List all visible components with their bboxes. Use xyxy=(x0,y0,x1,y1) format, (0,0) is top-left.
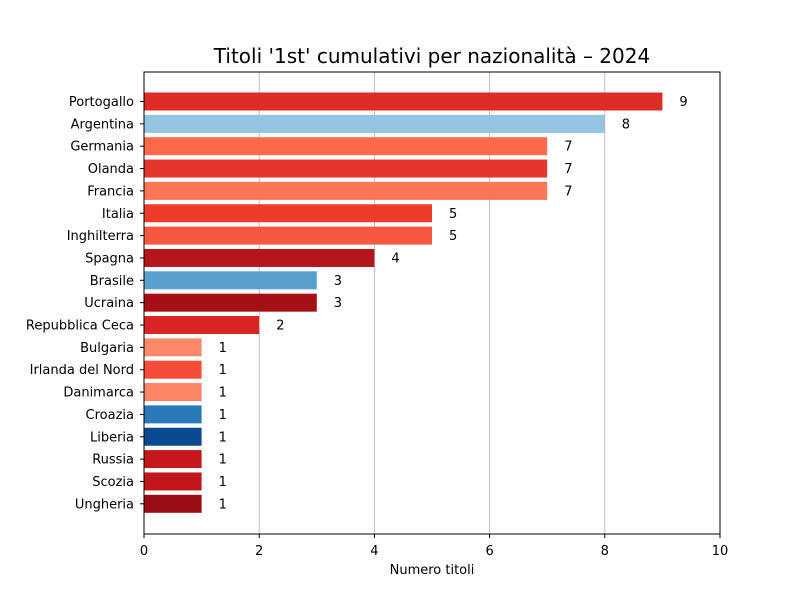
y-tick-label: Brasile xyxy=(90,274,134,289)
bar xyxy=(144,181,548,200)
bar-value-label: 3 xyxy=(334,274,342,289)
bar-value-label: 1 xyxy=(219,408,227,423)
y-tick-label: Ungheria xyxy=(75,497,134,512)
y-tick-label: Argentina xyxy=(71,117,134,132)
category-labels: Portogallo Argentina Germania Olanda Francia… xyxy=(26,95,134,512)
chart-title: Titoli '1st' cumulativi per nazionalità … xyxy=(213,44,650,68)
y-tick-label: Scozia xyxy=(92,475,134,490)
bar xyxy=(144,405,202,424)
y-tick-label: Ucraina xyxy=(84,296,134,311)
bar xyxy=(144,248,375,267)
bar-value-label: 1 xyxy=(219,475,227,490)
y-tick-label: Croazia xyxy=(86,408,134,423)
y-tick-label: Italia xyxy=(102,207,134,222)
bar xyxy=(144,383,202,402)
x-tick-label: 8 xyxy=(601,544,609,559)
bar-value-label: 5 xyxy=(449,229,457,244)
y-tick-label: Spagna xyxy=(85,251,134,266)
bar-value-label: 9 xyxy=(679,95,687,110)
bar-value-label: 3 xyxy=(334,296,342,311)
bar xyxy=(144,472,202,491)
bar-value-label: 4 xyxy=(391,251,399,266)
bar xyxy=(144,137,548,156)
y-tick-label: Portogallo xyxy=(69,95,134,110)
bar xyxy=(144,159,548,178)
x-tick-label: 2 xyxy=(255,544,263,559)
x-tick-label: 0 xyxy=(140,544,148,559)
bar-value-label: 1 xyxy=(219,453,227,468)
y-tick-label: Danimarca xyxy=(63,386,134,401)
bar xyxy=(144,271,317,290)
bar xyxy=(144,494,202,513)
x-tick-label: 6 xyxy=(485,544,493,559)
bar xyxy=(144,92,663,111)
y-tick-label: Bulgaria xyxy=(80,341,134,356)
y-tick-label: Irlanda del Nord xyxy=(30,363,134,378)
bar-value-label: 1 xyxy=(219,497,227,512)
x-axis-label: Numero titoli xyxy=(390,563,475,578)
bar xyxy=(144,114,605,133)
bar-value-label: 7 xyxy=(564,140,572,155)
x-tick-label: 10 xyxy=(712,544,729,559)
y-tick-label: Repubblica Ceca xyxy=(26,319,134,334)
axes: 0 2 4 6 8 10 xyxy=(140,71,729,559)
bar-value-label: 1 xyxy=(219,386,227,401)
y-tick-label: Francia xyxy=(87,184,134,199)
bar xyxy=(144,450,202,469)
bar-value-label: 1 xyxy=(219,363,227,378)
y-tick-label: Olanda xyxy=(88,162,134,177)
bar-value-label: 7 xyxy=(564,162,572,177)
bar-value-label: 5 xyxy=(449,207,457,222)
bar xyxy=(144,360,202,379)
y-tick-label: Liberia xyxy=(90,430,134,445)
bar xyxy=(144,338,202,357)
bar xyxy=(144,427,202,446)
bar xyxy=(144,204,432,223)
bar-value-label: 8 xyxy=(622,117,630,132)
bars xyxy=(144,92,663,513)
y-tick-label: Inghilterra xyxy=(67,229,134,244)
bar-value-label: 1 xyxy=(219,341,227,356)
y-tick-label: Russia xyxy=(92,453,134,468)
bar xyxy=(144,293,317,312)
value-labels: 9 8 7 7 7 5 5 4 3 3 2 1 1 1 1 1 1 1 1 xyxy=(219,95,688,512)
bar-value-label: 7 xyxy=(564,184,572,199)
y-tick-label: Germania xyxy=(70,140,134,155)
bar xyxy=(144,316,260,334)
bar-value-label: 1 xyxy=(219,430,227,445)
x-tick-label: 4 xyxy=(370,544,378,559)
bar xyxy=(144,226,432,245)
bar-value-label: 2 xyxy=(276,319,284,334)
